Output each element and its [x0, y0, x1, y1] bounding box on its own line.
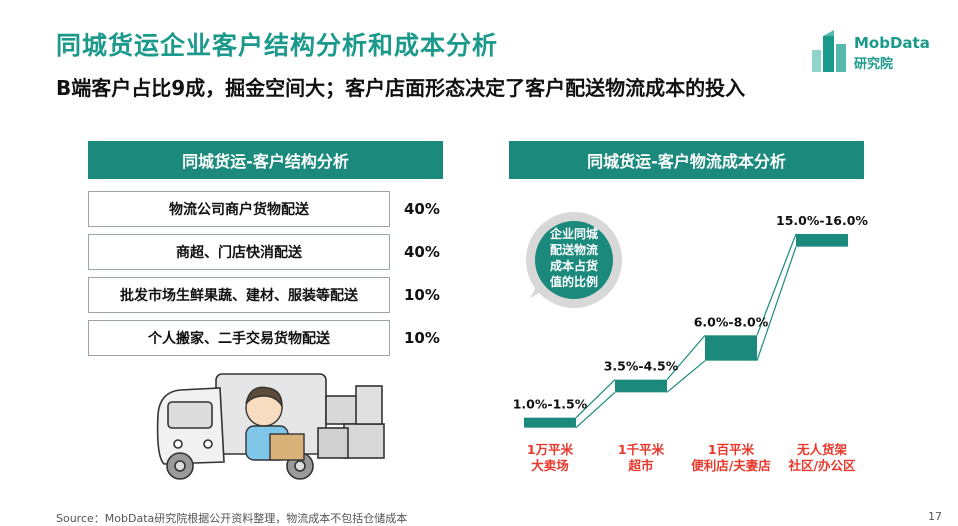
connector-line: [756, 233, 797, 336]
structure-row-label: 个人搬家、二手交易货物配送: [88, 320, 390, 356]
truck-delivery-illustration: [156, 373, 385, 480]
page-title: 同城货运企业客户结构分析和成本分析: [56, 31, 499, 60]
building-logo-icon: [812, 30, 846, 72]
connector-line: [575, 379, 616, 419]
structure-row-label: 物流公司商户货物配送: [88, 191, 390, 227]
category-label: 1千平米: [618, 442, 665, 457]
category-label: 无人货架: [796, 442, 848, 457]
cost-bar: [796, 234, 848, 247]
cost-bar: [615, 379, 667, 393]
structure-row-value: 10%: [404, 329, 440, 347]
logo-text-institute: 研究院: [854, 57, 894, 72]
callout-text: 企业同城: [549, 226, 598, 241]
category-label: 1百平米: [708, 442, 755, 457]
connector-line: [666, 360, 706, 393]
category-label: 超市: [627, 458, 654, 473]
structure-panel-header: 同城货运-客户结构分析: [88, 141, 443, 179]
callout-bubble: [526, 212, 622, 308]
cost-bar: [524, 417, 576, 428]
connector-line: [756, 246, 797, 361]
cost-bar-label: 1.0%-1.5%: [513, 397, 588, 412]
cost-bar: [705, 335, 757, 361]
callout-text: 配送物流: [550, 242, 598, 257]
cost-panel-header: 同城货运-客户物流成本分析: [509, 141, 864, 179]
source-note: Source：MobData研究院根据公开资料整理，物流成本不包括仓储成本: [56, 512, 408, 525]
page-subtitle: B端客户占比9成，掘金空间大；客户店面形态决定了客户配送物流成本的投入: [56, 76, 746, 100]
connector-line: [666, 334, 706, 381]
structure-row-value: 40%: [404, 200, 440, 218]
mobdata-logo: MobData 研究院: [810, 28, 940, 76]
structure-row-label: 批发市场生鲜果蔬、建材、服装等配送: [88, 277, 390, 313]
callout-text: 成本占货: [550, 258, 598, 273]
connector-line: [575, 391, 616, 429]
structure-row-value: 10%: [404, 286, 440, 304]
category-label: 大卖场: [531, 458, 569, 473]
cost-bar-label: 6.0%-8.0%: [694, 314, 769, 329]
structure-row-label: 商超、门店快消配送: [88, 234, 390, 270]
callout-text: 值的比例: [550, 274, 598, 289]
cost-bar-label: 3.5%-4.5%: [604, 359, 679, 374]
category-label: 社区/办公区: [787, 458, 856, 473]
cost-bar-label: 15.0%-16.0%: [776, 213, 868, 228]
category-label: 1万平米: [527, 442, 574, 457]
logo-text-mobdata: MobData: [854, 34, 930, 52]
structure-row-value: 40%: [404, 243, 440, 261]
page-number: 17: [928, 510, 942, 523]
category-label: 便利店/夫妻店: [691, 458, 771, 473]
